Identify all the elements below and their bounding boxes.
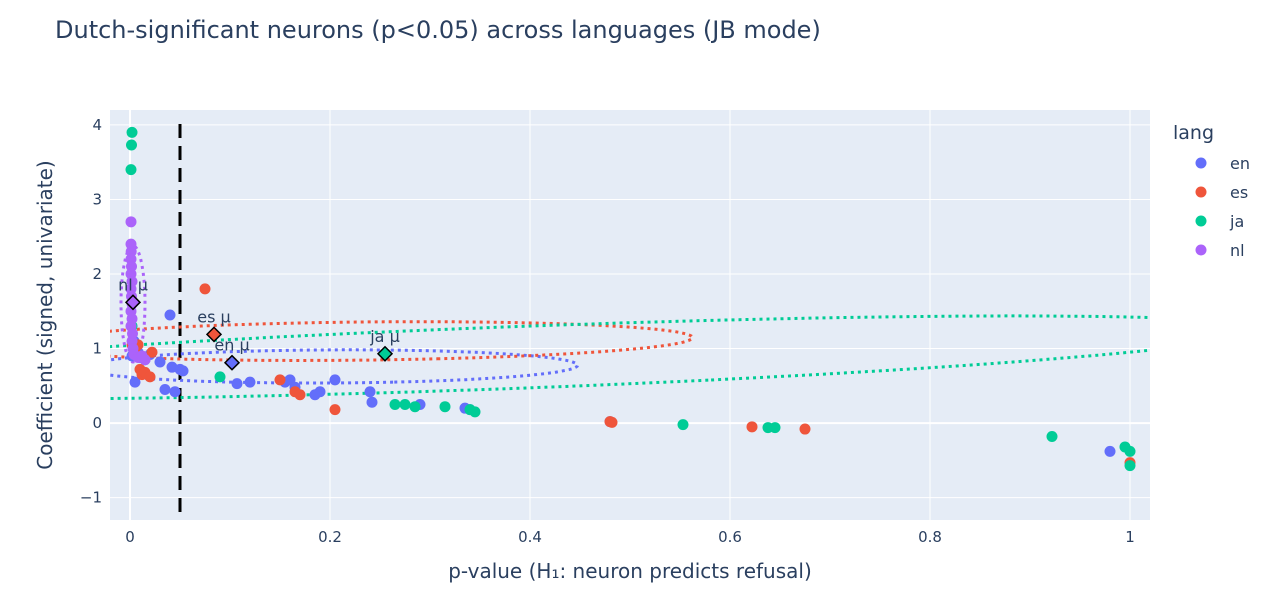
mean-marker-es: [205, 326, 223, 343]
point-es: [294, 389, 306, 401]
mean-markers: en μ es μ ja μ nl μ: [118, 275, 400, 371]
point-nl: [125, 216, 137, 228]
mean-marker-nl: [124, 294, 142, 311]
y-tick-label: 0: [92, 414, 102, 432]
x-tick-label: 1: [1125, 528, 1135, 546]
legend-label-ja: ja: [1229, 212, 1244, 231]
ellipse-ja: [110, 314, 1150, 401]
legend-title: lang: [1173, 122, 1214, 144]
y-tick-label: −1: [80, 489, 102, 507]
point-en: [231, 378, 243, 390]
point-es: [746, 421, 758, 433]
mean-label-en: en μ: [214, 336, 249, 355]
legend-marker-es: [1195, 186, 1207, 198]
point-en: [154, 356, 166, 368]
point-en: [329, 374, 341, 386]
y-tick-labels: −1 0 1 2 3 4: [80, 116, 102, 507]
x-axis-title: p-value (H₁: neuron predicts refusal): [448, 559, 812, 583]
y-tick-label: 3: [92, 190, 102, 208]
legend-label-es: es: [1230, 183, 1248, 202]
point-ja: [769, 422, 781, 434]
point-en: [129, 376, 141, 388]
point-es: [606, 416, 618, 428]
point-es: [799, 423, 811, 435]
point-ja: [1046, 431, 1058, 443]
point-ja: [389, 398, 401, 410]
legend-label-nl: nl: [1230, 241, 1245, 260]
point-en: [1104, 445, 1116, 457]
point-ja: [399, 398, 411, 410]
y-tick-label: 4: [92, 116, 102, 134]
point-ja: [126, 126, 138, 138]
point-ja: [469, 406, 481, 418]
mean-marker-ja: [376, 345, 394, 362]
point-ja: [1124, 460, 1136, 472]
x-tick-labels: 0 0.2 0.4 0.6 0.8 1: [125, 528, 1135, 546]
point-en: [169, 386, 181, 398]
point-es: [274, 374, 286, 386]
point-ja: [439, 401, 451, 413]
point-es: [146, 346, 158, 358]
mean-label-es: es μ: [197, 307, 230, 326]
point-ja: [214, 371, 226, 383]
point-en: [314, 386, 326, 398]
legend: lang en es ja nl: [1173, 122, 1250, 260]
point-en: [159, 384, 171, 396]
x-tick-label: 0.2: [318, 528, 342, 546]
x-tick-label: 0.4: [518, 528, 542, 546]
y-tick-label: 1: [92, 340, 102, 358]
point-ja: [409, 401, 421, 413]
point-ja: [125, 164, 137, 176]
ellipse-nl: [119, 244, 147, 364]
point-en: [244, 376, 256, 388]
chart-title: Dutch-significant neurons (p<0.05) acros…: [55, 16, 821, 44]
x-tick-label: 0.6: [718, 528, 742, 546]
x-tick-label: 0: [125, 528, 135, 546]
point-en: [164, 309, 176, 321]
confidence-ellipses: [110, 244, 1150, 401]
point-nl: [139, 354, 151, 366]
point-es: [144, 371, 156, 383]
point-ja: [126, 139, 137, 151]
x-tick-label: 0.8: [918, 528, 942, 546]
y-tick-label: 2: [92, 265, 102, 283]
point-es: [329, 404, 341, 416]
mean-label-nl: nl μ: [118, 275, 148, 294]
point-en: [364, 386, 376, 398]
point-ja: [677, 419, 689, 431]
legend-label-en: en: [1230, 154, 1250, 173]
mean-label-ja: ja μ: [369, 327, 400, 346]
point-ja: [1124, 445, 1136, 457]
mean-marker-en: [223, 354, 241, 371]
legend-marker-en: [1195, 157, 1207, 169]
y-axis-title: Coefficient (signed, univariate): [33, 160, 57, 469]
plot-background: [110, 110, 1150, 520]
ellipse-en: [110, 348, 580, 385]
legend-marker-nl: [1195, 244, 1207, 256]
legend-marker-ja: [1195, 215, 1207, 227]
point-en: [177, 365, 189, 377]
point-es: [199, 283, 211, 295]
point-en: [366, 396, 378, 408]
